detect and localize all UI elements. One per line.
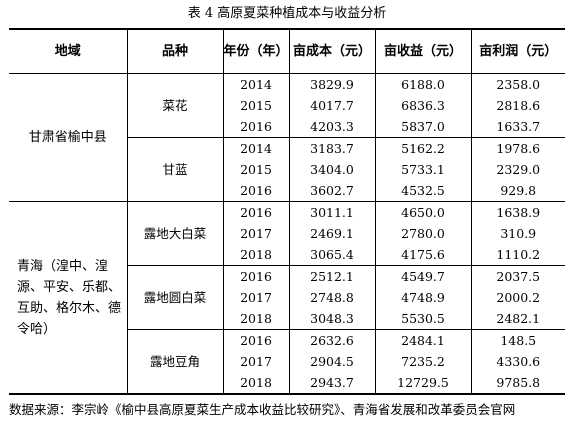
header-year: 年份（年） [222,28,289,74]
profit-cell: 929.8 [470,180,565,202]
year-cell: 2018 [222,308,289,330]
cost-cell: 3011.1 [288,201,375,223]
table-row: 露地豆角 2016 2632.6 2484.1 148.5 [9,329,565,395]
cost-cell: 3065.4 [288,244,375,266]
variety-cell: 露地圆白菜 [126,265,223,330]
revenue-cell: 4532.5 [374,180,471,202]
year-cell: 2016 [222,116,289,138]
revenue-cell: 5530.5 [374,308,471,330]
year-cell: 2017 [222,223,289,244]
table-caption: 表 4 高原夏菜种植成本与收益分析 [187,6,387,21]
table-row: 甘蓝 2014 3183.7 5162.2 1978.6 [9,137,565,202]
year-cell: 2014 [222,137,289,159]
data-source-note: 数据来源：李宗岭《榆中县高原夏菜生产成本收益比较研究》、青海省发展和改革委员会官… [9,402,516,417]
table-row: 2018 3048.3 5530.5 2482.1 [9,308,565,330]
year-cell: 2016 [222,329,289,351]
revenue-cell: 2780.0 [374,223,471,244]
revenue-cell: 4175.6 [374,244,471,266]
profit-cell: 1638.9 [470,201,565,223]
profit-cell: 2329.0 [470,159,565,180]
revenue-cell: 5733.1 [374,159,471,180]
cost-cell: 4203.3 [288,116,375,138]
header-region: 地域 [9,28,127,74]
variety-cell: 露地大白菜 [126,201,223,266]
table-row: 2017 2748.8 4748.9 2000.2 [9,287,565,308]
revenue-cell: 5837.0 [374,116,471,138]
header-cost: 亩成本（元） [288,28,375,74]
table-row: 2015 4017.7 6836.3 2818.6 [9,95,565,116]
cost-cell: 2469.1 [288,223,375,244]
year-cell: 2017 [222,287,289,308]
profit-cell: 1978.6 [470,137,565,159]
table-row: 2017 2469.1 2780.0 310.9 [9,223,565,244]
header-row: 地域 品种 年份（年） 亩成本（元） 亩收益（元） 亩利润（元） [9,28,565,74]
profit-cell: 148.5 [470,329,565,351]
cost-revenue-table: 地域 品种 年份（年） 亩成本（元） 亩收益（元） 亩利润（元） 甘肃省榆中县 … [9,28,565,395]
table-row: 2017 2904.5 7235.2 4330.6 [9,351,565,372]
revenue-cell: 2484.1 [374,329,471,351]
profit-cell: 9785.8 [470,372,565,395]
year-cell: 2016 [222,180,289,202]
cost-cell: 2632.6 [288,329,375,351]
profit-cell: 2000.2 [470,287,565,308]
revenue-cell: 4748.9 [374,287,471,308]
profit-cell: 2818.6 [470,95,565,116]
year-cell: 2016 [222,265,289,287]
cost-cell: 3048.3 [288,308,375,330]
table-row: 甘肃省榆中县 菜花 2014 3829.9 6188.0 2358.0 [9,73,565,202]
cost-cell: 3183.7 [288,137,375,159]
cost-cell: 2904.5 [288,351,375,372]
profit-cell: 4330.6 [470,351,565,372]
cost-cell: 3602.7 [288,180,375,202]
cost-cell: 3404.0 [288,159,375,180]
year-cell: 2015 [222,95,289,116]
table-row: 露地圆白菜 2016 2512.1 4549.7 2037.5 [9,265,565,330]
revenue-cell: 6188.0 [374,73,471,95]
cost-cell: 2748.8 [288,287,375,308]
table-row: 2015 3404.0 5733.1 2329.0 [9,159,565,180]
revenue-cell: 4549.7 [374,265,471,287]
cost-cell: 2512.1 [288,265,375,287]
variety-cell: 甘蓝 [126,137,223,202]
year-cell: 2017 [222,351,289,372]
table-row: 2018 3065.4 4175.6 1110.2 [9,244,565,266]
year-cell: 2018 [222,372,289,395]
profit-cell: 1633.7 [470,116,565,138]
profit-cell: 1110.2 [470,244,565,266]
variety-cell: 露地豆角 [126,329,223,395]
table-row: 2018 2943.7 12729.5 9785.8 [9,372,565,395]
revenue-cell: 6836.3 [374,95,471,116]
variety-cell: 菜花 [126,73,223,138]
region-cell-qinghai: 青海（湟中、湟源、平安、乐都、互助、格尔木、德令哈） [9,201,127,395]
table-row: 青海（湟中、湟源、平安、乐都、互助、格尔木、德令哈） 露地大白菜 2016 30… [9,201,565,395]
year-cell: 2016 [222,201,289,223]
table-row: 2016 3602.7 4532.5 929.8 [9,180,565,202]
header-profit: 亩利润（元） [470,28,565,74]
revenue-cell: 5162.2 [374,137,471,159]
year-cell: 2014 [222,73,289,95]
cost-cell: 4017.7 [288,95,375,116]
profit-cell: 310.9 [470,223,565,244]
cost-cell: 3829.9 [288,73,375,95]
revenue-cell: 12729.5 [374,372,471,395]
header-revenue: 亩收益（元） [374,28,471,74]
revenue-cell: 4650.0 [374,201,471,223]
region-cell-gansu: 甘肃省榆中县 [9,73,127,202]
year-cell: 2018 [222,244,289,266]
header-variety: 品种 [126,28,223,74]
table-row: 2016 4203.3 5837.0 1633.7 [9,116,565,138]
profit-cell: 2358.0 [470,73,565,95]
cost-cell: 2943.7 [288,372,375,395]
revenue-cell: 7235.2 [374,351,471,372]
profit-cell: 2037.5 [470,265,565,287]
profit-cell: 2482.1 [470,308,565,330]
year-cell: 2015 [222,159,289,180]
